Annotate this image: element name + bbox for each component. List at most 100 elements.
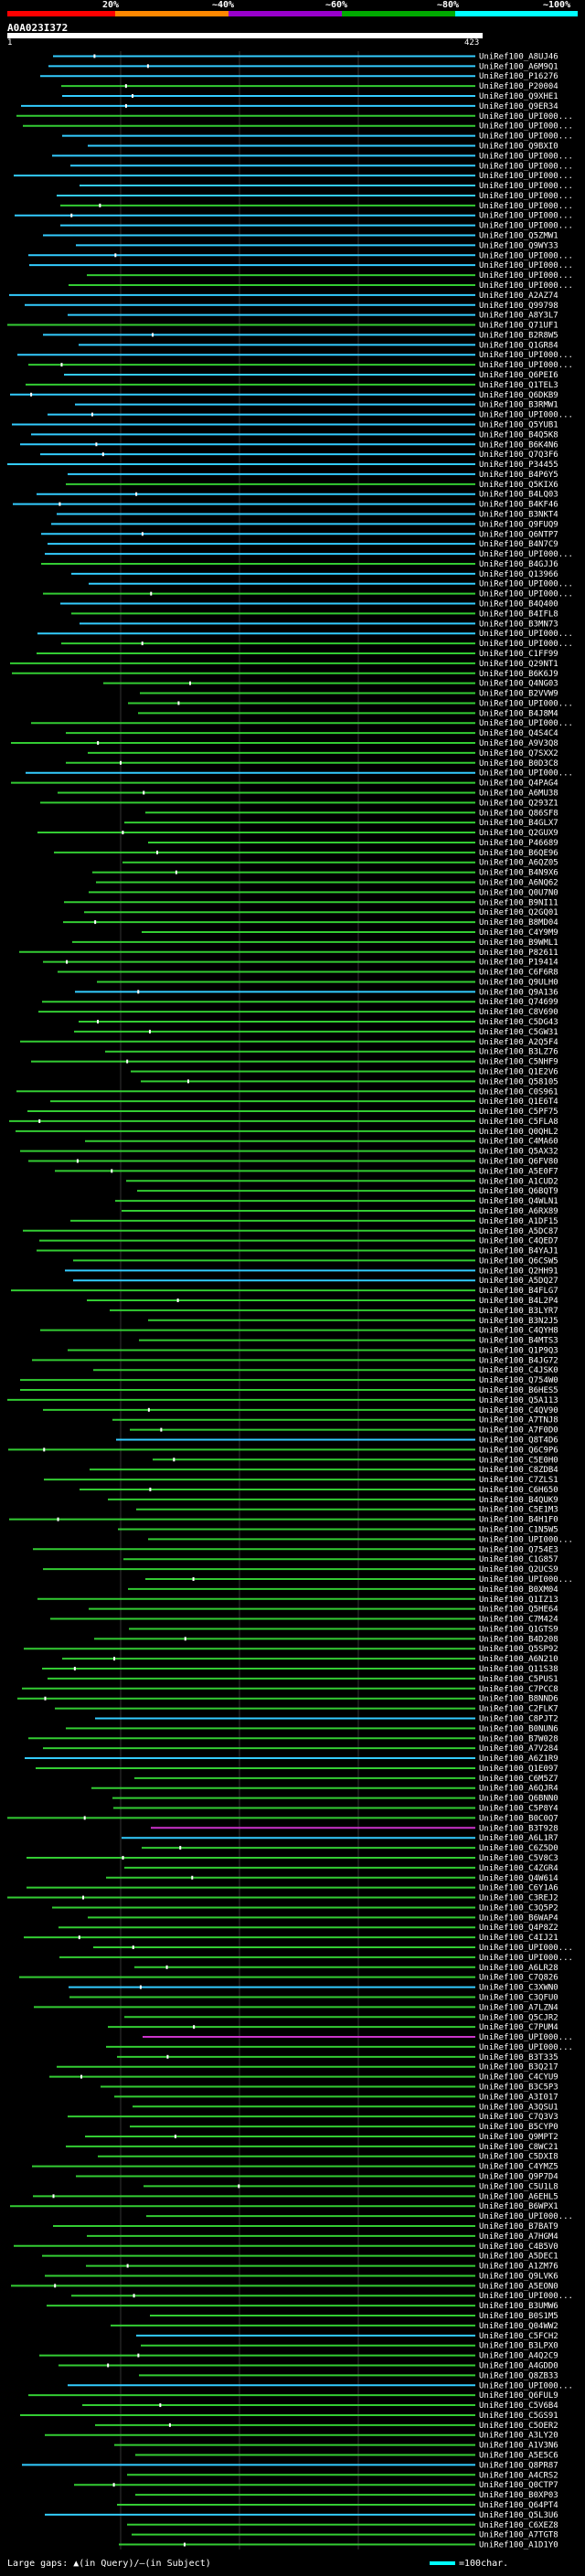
hit-label[interactable]: UniRef100_B3T335 [479, 2053, 558, 2062]
hit-label[interactable]: UniRef100_B3UMW6 [479, 2302, 558, 2311]
hit-label[interactable]: UniRef100_C8ZDB4 [479, 1466, 558, 1475]
hit-label[interactable]: UniRef100_Q6CSW5 [479, 1256, 558, 1266]
hit-label[interactable]: UniRef100_UPI000... [479, 699, 573, 708]
hit-label[interactable]: UniRef100_C5PF75 [479, 1108, 558, 1117]
hit-label[interactable]: UniRef100_Q6BQT9 [479, 1187, 558, 1196]
hit-label[interactable]: UniRef100_C4ZGR4 [479, 1864, 558, 1873]
hit-label[interactable]: UniRef100_C3REJ2 [479, 1894, 558, 1903]
hit-label[interactable]: UniRef100_B5CYP0 [479, 2123, 558, 2132]
hit-label[interactable]: UniRef100_C6H650 [479, 1486, 558, 1495]
hit-label[interactable]: UniRef100_UPI000... [479, 2292, 573, 2301]
hit-label[interactable]: UniRef100_Q2GQ01 [479, 908, 558, 917]
hit-label[interactable]: UniRef100_B3LYR7 [479, 1307, 558, 1316]
hit-label[interactable]: UniRef100_Q04WW2 [479, 2322, 558, 2331]
hit-label[interactable]: UniRef100_C7PCC8 [479, 1685, 558, 1694]
hit-label[interactable]: UniRef100_C8PJT2 [479, 1714, 558, 1723]
hit-label[interactable]: UniRef100_Q9XHE1 [479, 92, 558, 101]
hit-label[interactable]: UniRef100_Q4P8Z2 [479, 1924, 558, 1933]
hit-label[interactable]: UniRef100_UPI000... [479, 2033, 573, 2042]
hit-label[interactable]: UniRef100_UPI000... [479, 251, 573, 260]
hit-label[interactable]: UniRef100_UPI000... [479, 261, 573, 270]
hit-label[interactable]: UniRef100_C4IJ21 [479, 1934, 558, 1943]
hit-label[interactable]: UniRef100_B4J8M4 [479, 709, 558, 718]
hit-label[interactable]: UniRef100_UPI000... [479, 550, 573, 559]
hit-label[interactable]: UniRef100_Q5SP92 [479, 1645, 558, 1654]
hit-label[interactable]: UniRef100_B7W028 [479, 1734, 558, 1744]
hit-label[interactable]: UniRef100_UPI000... [479, 2381, 573, 2390]
hit-label[interactable]: UniRef100_B3RMW1 [479, 401, 558, 410]
hit-label[interactable]: UniRef100_C6M5Z7 [479, 1775, 558, 1784]
hit-label[interactable]: UniRef100_Q5CJR2 [479, 2013, 558, 2022]
hit-label[interactable]: UniRef100_C4Y9M9 [479, 928, 558, 938]
hit-label[interactable]: UniRef100_B4N7C9 [479, 540, 558, 549]
hit-label[interactable]: UniRef100_B4IFL8 [479, 610, 558, 619]
hit-label[interactable]: UniRef100_Q9ER34 [479, 102, 558, 111]
hit-label[interactable]: UniRef100_UPI000... [479, 590, 573, 599]
hit-label[interactable]: UniRef100_C3Q5P2 [479, 1903, 558, 1913]
hit-label[interactable]: UniRef100_B3N2J5 [479, 1317, 558, 1326]
hit-label[interactable]: UniRef100_A5EON0 [479, 2282, 558, 2291]
hit-label[interactable]: UniRef100_C1G857 [479, 1555, 558, 1564]
hit-label[interactable]: UniRef100_A4Q2C9 [479, 2352, 558, 2361]
hit-label[interactable]: UniRef100_C4QED7 [479, 1237, 558, 1246]
hit-label[interactable]: UniRef100_A6MU38 [479, 789, 558, 798]
hit-label[interactable]: UniRef100_Q1P9Q3 [479, 1346, 558, 1355]
hit-label[interactable]: UniRef100_C5FCH2 [479, 2332, 558, 2341]
hit-label[interactable]: UniRef100_Q11S38 [479, 1665, 558, 1674]
hit-label[interactable]: UniRef100_UPI000... [479, 630, 573, 639]
hit-label[interactable]: UniRef100_C5V6B4 [479, 2401, 558, 2411]
hit-label[interactable]: UniRef100_A1CUD2 [479, 1177, 558, 1186]
hit-label[interactable]: UniRef100_C8V690 [479, 1008, 558, 1017]
hit-label[interactable]: UniRef100_Q1E097 [479, 1765, 558, 1774]
hit-label[interactable]: UniRef100_P46689 [479, 839, 558, 848]
hit-label[interactable]: UniRef100_C7Q826 [479, 1974, 558, 1983]
hit-label[interactable]: UniRef100_Q6PEI6 [479, 371, 558, 380]
hit-label[interactable]: UniRef100_B2R8W5 [479, 331, 558, 340]
hit-label[interactable]: UniRef100_Q4PAG4 [479, 779, 558, 789]
hit-label[interactable]: UniRef100_UPI000... [479, 182, 573, 191]
hit-label[interactable]: UniRef100_UPI000... [479, 1575, 573, 1585]
hit-label[interactable]: UniRef100_Q1E6T4 [479, 1097, 558, 1107]
hit-label[interactable]: UniRef100_P34455 [479, 461, 558, 470]
hit-label[interactable]: UniRef100_UPI000... [479, 719, 573, 728]
hit-label[interactable]: UniRef100_Q4S4C4 [479, 729, 558, 738]
hit-label[interactable]: UniRef100_Q8ZB33 [479, 2371, 558, 2380]
hit-label[interactable]: UniRef100_A9V3Q8 [479, 739, 558, 748]
hit-label[interactable]: UniRef100_P19414 [479, 959, 558, 968]
hit-label[interactable]: UniRef100_B3T928 [479, 1824, 558, 1833]
hit-label[interactable]: UniRef100_UPI000... [479, 133, 573, 142]
hit-label[interactable]: UniRef100_B4QUK9 [479, 1496, 558, 1505]
hit-label[interactable]: UniRef100_A4CRS2 [479, 2471, 558, 2480]
hit-label[interactable]: UniRef100_A3I017 [479, 2093, 558, 2102]
hit-label[interactable]: UniRef100_C5DXI8 [479, 2153, 558, 2162]
hit-label[interactable]: UniRef100_A1D1Y0 [479, 2541, 558, 2550]
hit-label[interactable]: UniRef100_A5DQ27 [479, 1277, 558, 1286]
hit-label[interactable]: UniRef100_C4CYU9 [479, 2073, 558, 2083]
hit-label[interactable]: UniRef100_A5DC87 [479, 1227, 558, 1236]
hit-label[interactable]: UniRef100_A3LY20 [479, 2432, 558, 2441]
hit-label[interactable]: UniRef100_C0S961 [479, 1087, 558, 1097]
hit-label[interactable]: UniRef100_Q9WY33 [479, 241, 558, 250]
hit-label[interactable]: UniRef100_A2Q5F4 [479, 1038, 558, 1047]
hit-label[interactable]: UniRef100_B6WPX1 [479, 2202, 558, 2211]
hit-label[interactable]: UniRef100_C2FLK7 [479, 1705, 558, 1714]
hit-label[interactable]: UniRef100_A6L1R7 [479, 1834, 558, 1843]
hit-label[interactable]: UniRef100_A7HGM4 [479, 2232, 558, 2242]
hit-label[interactable]: UniRef100_A6EHL5 [479, 2192, 558, 2201]
hit-label[interactable]: UniRef100_A8UJ46 [479, 52, 558, 61]
hit-label[interactable]: UniRef100_C5PUS1 [479, 1675, 558, 1684]
hit-label[interactable]: UniRef100_C7PUM4 [479, 2023, 558, 2032]
hit-label[interactable]: UniRef100_B6K6J9 [479, 670, 558, 679]
hit-label[interactable]: UniRef100_C4B5V0 [479, 2242, 558, 2252]
hit-label[interactable]: UniRef100_B6K4N6 [479, 440, 558, 450]
hit-label[interactable]: UniRef100_B3Q217 [479, 2063, 558, 2072]
hit-label[interactable]: UniRef100_UPI000... [479, 411, 573, 420]
hit-label[interactable]: UniRef100_B3LPX0 [479, 2342, 558, 2351]
hit-label[interactable]: UniRef100_C6XEZ8 [479, 2521, 558, 2530]
hit-label[interactable]: UniRef100_Q6NTP7 [479, 530, 558, 539]
hit-label[interactable]: UniRef100_B4H1F0 [479, 1516, 558, 1525]
hit-label[interactable]: UniRef100_Q5ZMW1 [479, 232, 558, 241]
hit-label[interactable]: UniRef100_C5GW31 [479, 1028, 558, 1037]
hit-label[interactable]: UniRef100_Q4WLN1 [479, 1197, 558, 1206]
hit-label[interactable]: UniRef100_C1N5W5 [479, 1526, 558, 1535]
